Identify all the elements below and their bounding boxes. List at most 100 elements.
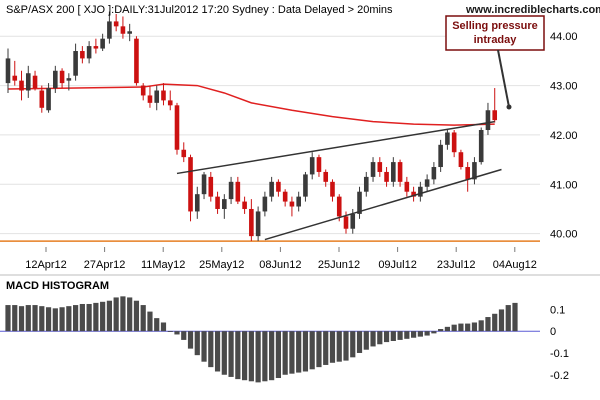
- date-tick-label: 23Jul12: [437, 259, 476, 271]
- candle: [363, 171, 369, 197]
- macd-bar: [451, 324, 457, 332]
- candle: [431, 162, 437, 185]
- candle-body: [154, 90, 160, 103]
- price-tick-label: 40.00: [550, 229, 578, 241]
- annotation-box: [445, 15, 545, 51]
- macd-tick-label: 0: [550, 326, 556, 338]
- candle: [458, 149, 464, 170]
- candle: [323, 169, 329, 187]
- macd-bar: [478, 320, 484, 332]
- candle: [86, 41, 92, 64]
- candle-body: [472, 162, 477, 180]
- macd-bar: [194, 331, 200, 356]
- candle: [194, 186, 200, 219]
- macd-bar: [12, 305, 18, 332]
- date-tick-label: 25May12: [199, 259, 244, 271]
- candle: [485, 102, 491, 135]
- macd-bar: [316, 331, 322, 368]
- candle-body: [289, 201, 295, 207]
- macd-bar: [383, 331, 390, 343]
- candle: [59, 68, 65, 89]
- candle: [39, 85, 45, 113]
- candle: [188, 154, 193, 222]
- macd-bar: [248, 331, 254, 382]
- candle: [174, 102, 180, 155]
- candle-body: [208, 176, 214, 197]
- candle-body: [167, 100, 173, 106]
- candle: [370, 157, 376, 182]
- candle: [282, 189, 288, 207]
- trendlines: [176, 120, 502, 241]
- candle-body: [19, 80, 24, 91]
- candle: [140, 83, 146, 101]
- macd-bar: [228, 331, 234, 377]
- date-tick-label: 25Jun12: [318, 259, 360, 271]
- macd-bar: [282, 331, 288, 375]
- chart-title: S&P/ASX 200 [ XJO ]:DAILY:31Jul2012 17:2…: [6, 4, 393, 16]
- candle-body: [39, 90, 45, 108]
- candle: [201, 171, 207, 200]
- candle-body: [188, 157, 193, 212]
- macd-bars: [5, 296, 518, 383]
- annotation-pointer: [497, 49, 510, 108]
- candle-body: [174, 105, 180, 150]
- candle-body: [93, 46, 99, 49]
- candle-body: [323, 171, 329, 182]
- macd-bar: [336, 331, 342, 362]
- candle: [478, 127, 484, 165]
- candle-body: [262, 196, 268, 212]
- candle: [242, 196, 247, 214]
- macd-bar: [492, 313, 498, 332]
- macd-bar: [174, 331, 180, 335]
- candle-body: [357, 191, 362, 214]
- candle: [438, 139, 443, 172]
- candle: [249, 199, 254, 242]
- macd-bar: [235, 331, 241, 380]
- macd-bar: [113, 297, 119, 332]
- macd-bar: [106, 300, 112, 332]
- macd-bar: [465, 323, 471, 332]
- date-tick-label: 04Aug12: [493, 259, 537, 271]
- candle-body: [370, 162, 376, 177]
- candle-body: [418, 186, 423, 197]
- candle: [120, 16, 126, 39]
- macd-bar: [363, 331, 369, 350]
- candle-body: [201, 174, 207, 195]
- macd-bar: [350, 331, 356, 358]
- candle-body: [80, 51, 85, 59]
- macd-bar: [52, 308, 58, 332]
- macd-bar: [485, 317, 491, 332]
- macd-bar: [404, 331, 410, 339]
- candle-body: [424, 179, 430, 187]
- macd-bar: [431, 331, 437, 334]
- moving-average-line: [7, 83, 495, 126]
- candle-body: [363, 176, 369, 192]
- candle-body: [492, 110, 498, 121]
- candle: [404, 176, 410, 197]
- candle-body: [282, 191, 288, 202]
- candle: [66, 73, 72, 91]
- macd-bar: [417, 331, 423, 337]
- candle-body: [296, 196, 301, 207]
- candle: [222, 194, 227, 219]
- candle-body: [411, 191, 416, 197]
- candle-body: [249, 208, 254, 237]
- candle-body: [53, 70, 58, 89]
- date-tick-label: 27Apr12: [84, 259, 126, 271]
- macd-bar: [390, 331, 396, 341]
- candle: [255, 206, 261, 242]
- macd-bar: [32, 305, 38, 332]
- candle: [316, 154, 322, 177]
- candle-body: [336, 196, 342, 217]
- candle: [215, 191, 220, 214]
- candle-body: [140, 85, 146, 96]
- candle-body: [147, 95, 153, 103]
- candle-body: [269, 181, 274, 197]
- watermark: www.incrediblecharts.com: [465, 4, 600, 16]
- candle: [12, 60, 18, 86]
- price-tick-label: 41.00: [550, 179, 578, 191]
- candle-body: [255, 211, 261, 237]
- macd-bar: [45, 307, 52, 332]
- price-tick-label: 42.00: [550, 130, 578, 142]
- date-tick-label: 12Apr12: [25, 259, 67, 271]
